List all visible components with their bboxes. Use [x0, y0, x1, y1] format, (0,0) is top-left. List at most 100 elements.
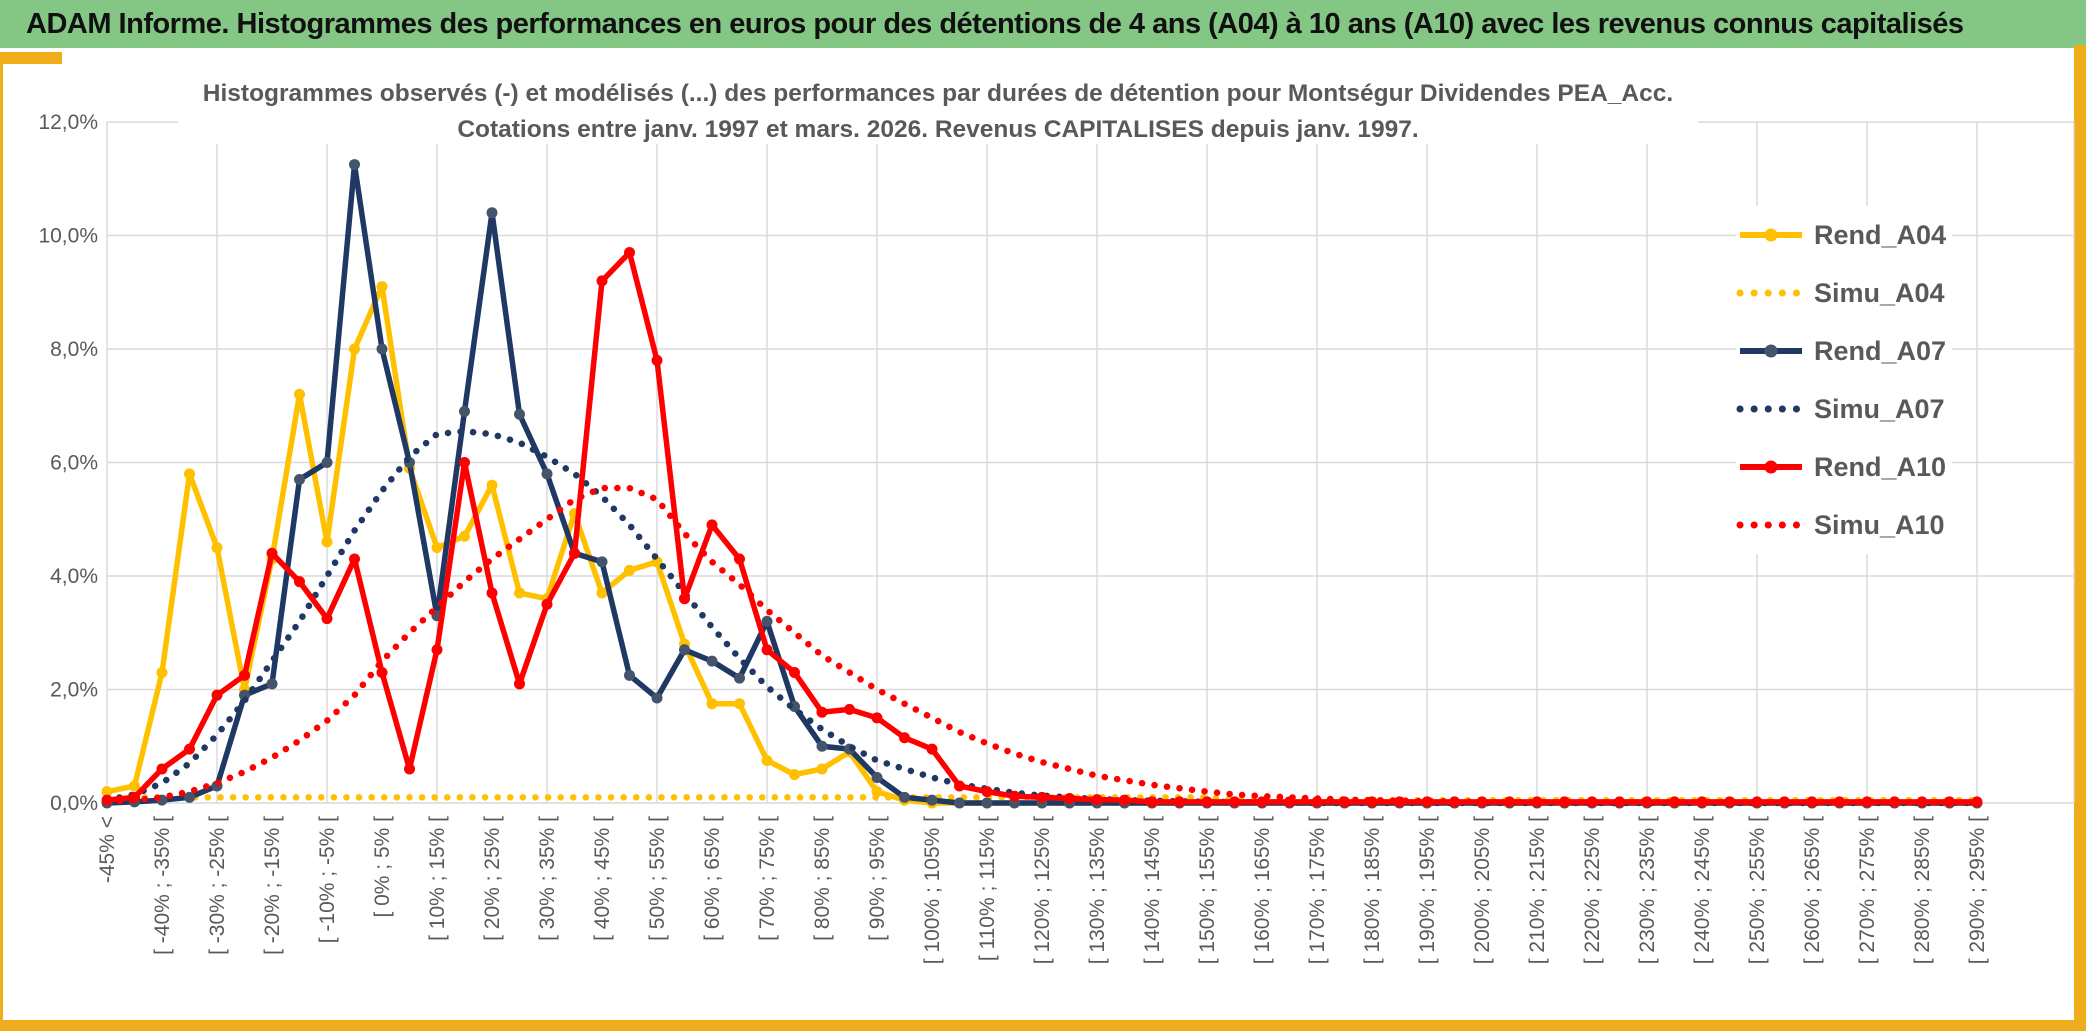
x-axis-tick-label: [ -30% ; -25% [: [206, 816, 229, 955]
series-marker-Rend_A10: [321, 613, 333, 625]
series-marker-Rend_A10: [431, 644, 443, 656]
series-marker-Rend_A10: [954, 780, 965, 792]
legend-line-sample-dotted: [1736, 289, 1806, 297]
series-marker-Rend_A10: [596, 275, 608, 287]
x-axis-tick-label: [ 10% ; 15% [: [426, 816, 449, 941]
series-marker-Rend_A04: [816, 763, 828, 775]
series-marker-Rend_A10: [266, 547, 278, 559]
x-axis-tick-label: [ 150% ; 155% [: [1196, 816, 1219, 964]
x-axis-tick-label: [ 60% ; 65% [: [701, 816, 724, 941]
legend-line-sample-solid: [1740, 460, 1802, 474]
legend-item-Rend_A04[interactable]: Rend_A04: [1736, 206, 1953, 264]
series-marker-Rend_A04: [706, 698, 718, 710]
legend-item-Rend_A10[interactable]: Rend_A10: [1736, 438, 1953, 496]
series-marker-Rend_A10: [569, 547, 580, 559]
series-marker-Rend_A10: [1696, 796, 1708, 808]
series-marker-Rend_A07: [349, 159, 360, 171]
series-marker-Rend_A07: [184, 791, 195, 803]
y-axis-tick-label: 6,0%: [50, 452, 98, 475]
x-axis-tick-label: [ 20% ; 25% [: [481, 816, 504, 941]
x-axis-tick-label: [ 100% ; 105% [: [921, 816, 944, 964]
x-axis-tick-label: [ 290% ; 295% [: [1966, 816, 1989, 964]
series-marker-Rend_A07: [266, 678, 278, 690]
series-marker-Rend_A10: [184, 743, 195, 755]
chart-legend: Rend_A04 Simu_A04 Rend_A07 Simu_A07 Rend_A10…: [1736, 206, 1953, 554]
series-marker-Rend_A10: [376, 666, 388, 678]
series-marker-Rend_A04: [761, 754, 773, 766]
x-axis-tick-label: [ -20% ; -15% [: [261, 816, 284, 955]
series-marker-Rend_A10: [1174, 796, 1185, 808]
legend-label: Simu_A10: [1814, 509, 1945, 540]
x-axis-tick-label: [ 90% ; 95% [: [866, 816, 889, 941]
series-marker-Rend_A10: [1201, 796, 1213, 808]
series-marker-Rend_A04: [184, 468, 195, 480]
x-axis-tick-label: [ 250% ; 255% [: [1746, 816, 1769, 964]
x-axis-tick-label: [ 230% ; 235% [: [1636, 816, 1659, 964]
series-marker-Rend_A10: [239, 669, 250, 681]
x-axis-tick-label: [ 180% ; 185% [: [1361, 816, 1384, 964]
x-axis-tick-label: [ -10% ; -5% [: [316, 816, 339, 943]
series-marker-Rend_A10: [981, 786, 993, 798]
y-axis-tick-label: 12,0%: [38, 111, 98, 134]
series-marker-Rend_A10: [1064, 792, 1075, 804]
series-marker-Rend_A10: [1091, 794, 1103, 806]
x-axis-tick-label: [ 200% ; 205% [: [1471, 816, 1494, 964]
x-axis-tick-label: [ 260% ; 265% [: [1801, 816, 1824, 964]
x-axis-tick-label: [ 160% ; 165% [: [1251, 816, 1274, 964]
x-axis-tick-label: [ 110% ; 115% [: [976, 816, 999, 961]
x-axis-tick-label: [ 130% ; 135% [: [1086, 816, 1109, 964]
series-line-Simu_A07: [103, 428, 1981, 807]
y-axis-tick-label: 0,0%: [50, 792, 98, 815]
series-marker-Rend_A10: [761, 644, 773, 656]
series-marker-Rend_A10: [1036, 791, 1048, 803]
report-header-title: ADAM Informe. Histogrammes des performan…: [26, 7, 1964, 40]
x-axis-tick-label: [ 140% ; 145% [: [1141, 816, 1164, 964]
series-marker-Rend_A10: [1394, 796, 1405, 808]
legend-item-Rend_A07[interactable]: Rend_A07: [1736, 322, 1953, 380]
chart-title-line2: Cotations entre janv. 1997 et mars. 2026…: [178, 116, 1698, 144]
series-marker-Rend_A10: [1229, 796, 1240, 808]
series-marker-Rend_A07: [486, 207, 498, 219]
series-marker-Rend_A07: [734, 672, 745, 684]
chart-title-line1: Histogrammes observés (-) et modélisés (…: [178, 80, 1698, 108]
x-axis-tick-label: [ -40% ; -35% [: [151, 816, 174, 955]
legend-item-Simu_A07[interactable]: Simu_A07: [1736, 380, 1953, 438]
legend-item-Simu_A04[interactable]: Simu_A04: [1736, 264, 1953, 322]
gold-frame-right: [2074, 45, 2086, 1031]
x-axis-tick-label: [ 120% ; 125% [: [1031, 816, 1054, 964]
y-axis-tick-label: 10,0%: [38, 225, 98, 248]
plot-area: 12,0% 10,0% 8,0% 6,0% 4,0% 2,0% 0,0%-45% < [ -4…: [38, 111, 2075, 964]
x-axis-tick-label: [ 280% ; 285% [: [1911, 816, 1934, 964]
series-marker-Rend_A10: [871, 712, 883, 724]
x-axis-tick-label: [ 170% ; 175% [: [1306, 816, 1329, 964]
series-marker-Rend_A10: [1146, 796, 1158, 808]
legend-item-Simu_A10[interactable]: Simu_A10: [1736, 496, 1953, 554]
series-marker-Rend_A10: [459, 457, 470, 468]
series-marker-Rend_A07: [926, 794, 938, 806]
series-marker-Rend_A04: [129, 780, 140, 792]
x-axis-tick-label: [ 50% ; 55% [: [646, 816, 669, 941]
series-marker-Rend_A07: [596, 556, 608, 568]
x-axis-tick-label: [ 270% ; 275% [: [1856, 816, 1879, 964]
series-marker-Rend_A04: [349, 343, 360, 355]
series-marker-Rend_A04: [211, 542, 223, 554]
series-marker-Rend_A07: [899, 791, 910, 803]
x-axis-tick-label: [ 190% ; 195% [: [1416, 816, 1439, 964]
series-marker-Rend_A10: [844, 703, 855, 715]
series-marker-Rend_A10: [294, 576, 305, 588]
series-marker-Rend_A10: [514, 678, 525, 690]
series-marker-Rend_A07: [541, 468, 553, 480]
series-marker-Rend_A04: [376, 281, 388, 293]
x-axis-tick-label: [ 30% ; 35% [: [536, 816, 559, 941]
series-marker-Rend_A07: [761, 615, 773, 627]
series-marker-Rend_A07: [981, 797, 993, 809]
series-marker-Rend_A04: [321, 536, 333, 548]
legend-label: Rend_A10: [1814, 451, 1947, 482]
series-marker-Rend_A07: [706, 655, 718, 667]
series-marker-Rend_A10: [156, 763, 168, 775]
series-marker-Rend_A10: [624, 247, 635, 259]
series-marker-Rend_A04: [101, 786, 113, 798]
series-marker-Rend_A07: [954, 797, 965, 809]
series-line-Simu_A10: [103, 484, 1981, 806]
